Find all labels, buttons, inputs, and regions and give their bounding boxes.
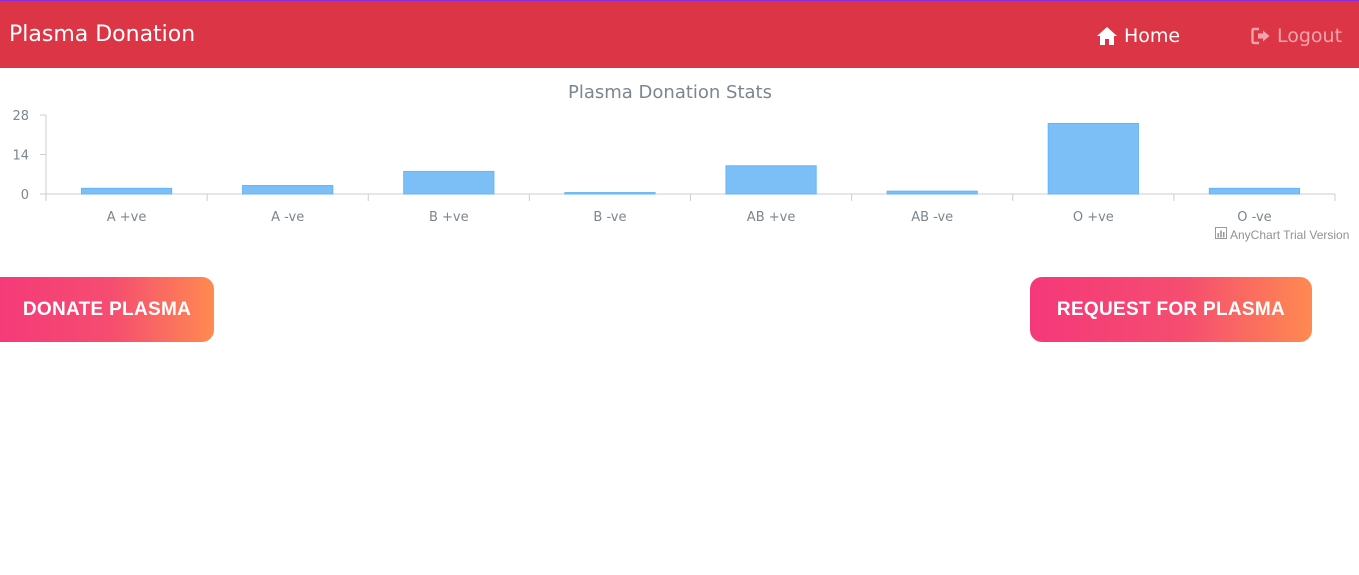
x-tick-label: B -ve xyxy=(593,210,626,225)
bar[interactable] xyxy=(403,170,495,195)
y-tick-label: 14 xyxy=(12,149,29,164)
home-link-label: Home xyxy=(1124,25,1181,47)
home-icon xyxy=(1096,26,1118,46)
y-tick-label: 0 xyxy=(21,188,29,203)
chart-credits-text: AnyChart Trial Version xyxy=(1230,227,1350,242)
bar[interactable] xyxy=(886,190,978,195)
request-plasma-button[interactable]: REQUEST FOR PLASMA xyxy=(1030,277,1312,342)
y-tick-label: 28 xyxy=(12,109,29,124)
navbar: Plasma Donation Home Logout xyxy=(0,0,1359,68)
bar-chart-svg: Plasma Donation Stats 0 14 28 A +ve A -ve B … xyxy=(12,82,1336,225)
bars xyxy=(80,122,1301,195)
bar[interactable] xyxy=(725,165,817,195)
chart-credits[interactable]: AnyChart Trial Version xyxy=(1215,227,1349,242)
bar[interactable] xyxy=(564,192,656,195)
stats-chart: Plasma Donation Stats 0 14 28 A +ve A -ve B … xyxy=(0,68,1359,248)
bar[interactable] xyxy=(1047,122,1139,195)
logout-icon xyxy=(1251,27,1271,45)
y-axis: 0 14 28 xyxy=(12,109,47,203)
x-tick-label: AB -ve xyxy=(911,210,953,225)
brand-title[interactable]: Plasma Donation xyxy=(9,22,196,47)
x-tick-label: O +ve xyxy=(1073,210,1114,225)
x-tick-label: A -ve xyxy=(271,210,304,225)
bar[interactable] xyxy=(80,187,173,195)
x-tick-label: O -ve xyxy=(1237,210,1271,225)
logout-link-label: Logout xyxy=(1277,25,1343,47)
bar[interactable] xyxy=(242,185,334,195)
chart-logo-icon xyxy=(1215,227,1227,242)
x-tick-label: A +ve xyxy=(107,210,147,225)
logout-link[interactable]: Logout xyxy=(1251,24,1342,48)
home-link[interactable]: Home xyxy=(1096,24,1180,48)
chart-title: Plasma Donation Stats xyxy=(568,82,772,103)
x-axis: A +ve A -ve B +ve B -ve AB +ve AB -ve O +ve O -… xyxy=(45,193,1336,225)
x-tick-label: AB +ve xyxy=(747,210,796,225)
donate-plasma-button[interactable]: DONATE PLASMA xyxy=(0,277,214,342)
bar[interactable] xyxy=(1208,187,1301,195)
x-tick-label: B +ve xyxy=(429,210,469,225)
